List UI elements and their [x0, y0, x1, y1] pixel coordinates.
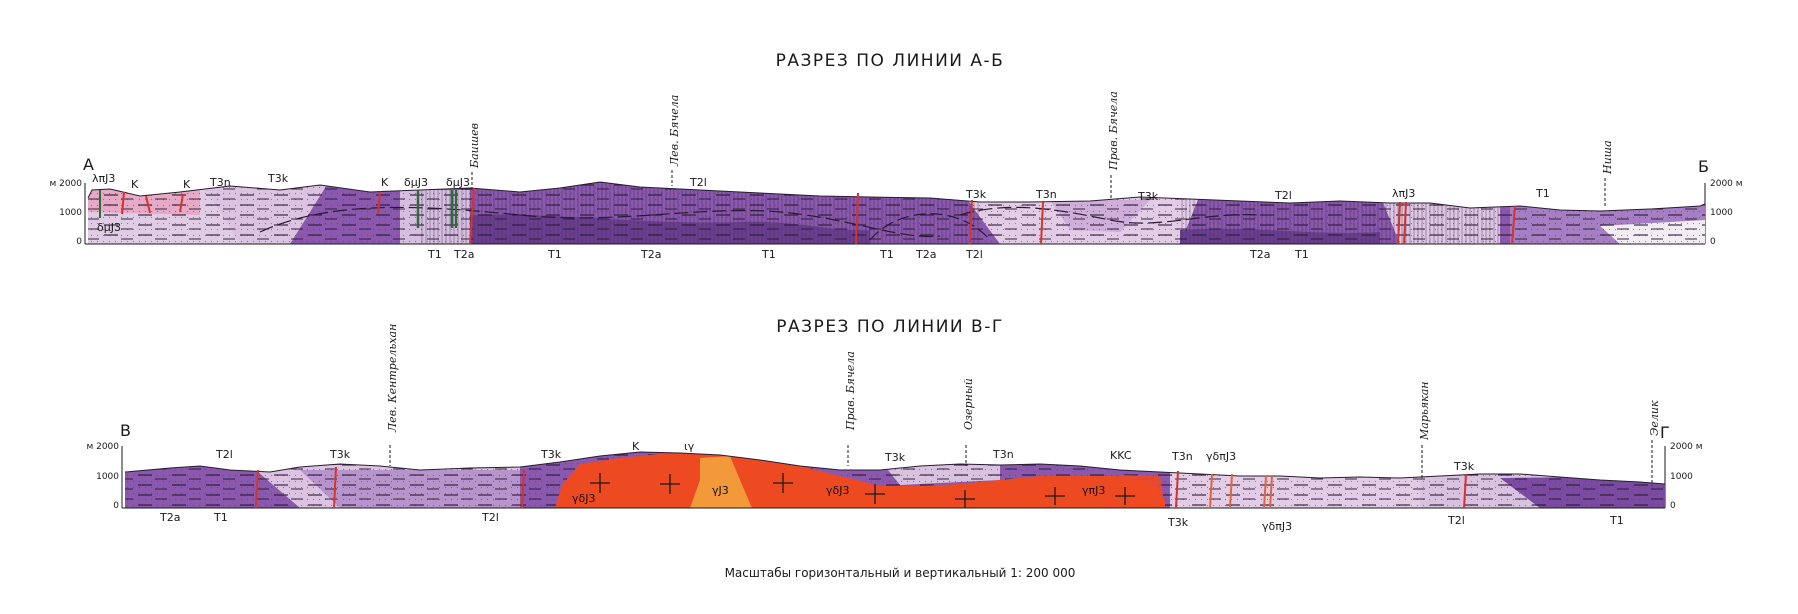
- section-vg-faults: [255, 466, 1467, 509]
- stratum-label: λπJ3: [92, 172, 115, 185]
- intrusion-label: γJ3: [712, 484, 729, 497]
- place-label-maryakan: Марьякан: [1418, 381, 1431, 441]
- section-vg-title: РАЗРЕЗ ПО ЛИНИИ В-Г: [776, 317, 1003, 337]
- stratum-label: T2l: [1447, 514, 1465, 527]
- scale-tick-label: 1000: [1710, 208, 1733, 218]
- stratum-label: T2a: [453, 248, 474, 261]
- stratum-label: T3k: [540, 448, 562, 461]
- stratum-label: T2l: [215, 448, 233, 461]
- scale-tick-label: 0: [1670, 501, 1676, 511]
- stratum-label: T1: [761, 248, 776, 261]
- scale-tick-label: 2000 м: [1710, 179, 1743, 189]
- section-vg-top-labels: T2l T3k T3k K ιγ T3k T3n KKC T3n γδπJ3 T…: [215, 440, 1475, 473]
- place-label-lev-kentrelhan: Лев. Кентрельхан: [386, 324, 399, 433]
- scale-tick-label: 1000: [1670, 472, 1693, 482]
- scale-tick-label: 0: [113, 501, 119, 511]
- section-ab-surface: [87, 181, 1706, 212]
- section-ab-place-markers: [471, 170, 1606, 208]
- intrusion-label: γδJ3: [826, 484, 849, 497]
- stratum-label: KKC: [1110, 449, 1132, 462]
- section-ab-faults: [99, 187, 1516, 245]
- stratum-label: T3n: [1035, 188, 1057, 201]
- intrusion-label: γπJ3: [1082, 484, 1105, 497]
- section-ab-strata: [88, 182, 1705, 244]
- section-vg-bottom-labels: T2a T1 T2l T3k γδπJ3 T2l T1: [159, 511, 1624, 533]
- stratum-label: λπJ3: [1392, 187, 1415, 200]
- section-vg-end-label: Г: [1660, 423, 1670, 442]
- section-vg-place-markers: [389, 440, 1653, 486]
- stratum-label: T1: [879, 248, 894, 261]
- stratum-label: K: [183, 178, 191, 191]
- stratum-label: γδπJ3: [1206, 450, 1236, 463]
- stratum-label: K: [381, 176, 389, 189]
- scale-tick-label: 2000 м: [1670, 442, 1703, 452]
- stratum-label: T3n: [992, 448, 1014, 461]
- section-vg-left-scale: м 2000 1000 0: [86, 442, 123, 511]
- scale-note: Масштабы горизонтальный и вертикальный 1…: [725, 566, 1076, 580]
- stratum-label: T3k: [1137, 190, 1159, 203]
- stratum-label: γδπJ3: [1262, 520, 1292, 533]
- stratum-label: K: [632, 440, 640, 453]
- stratum-label: T2a: [1249, 248, 1270, 261]
- section-ab-bottom-labels: T1 T2a T1 T2a T1 T1 T2a T2l T2a T1: [427, 248, 1309, 261]
- section-ab-right-scale: 2000 м 1000 0: [1704, 179, 1743, 247]
- stratum-label: T2a: [640, 248, 661, 261]
- stratum-label: T3k: [329, 448, 351, 461]
- stratum-label: δμJ3: [446, 176, 470, 189]
- stratum-label: T3k: [267, 172, 289, 185]
- stratum-label: T2l: [689, 176, 707, 189]
- intrusion-cross-marks: [590, 473, 1135, 508]
- stratum-label: T2l: [481, 511, 499, 524]
- scale-tick-label: м 2000: [49, 179, 82, 189]
- intrusion-label: γδJ3: [572, 492, 595, 505]
- stratum-label: T1: [547, 248, 562, 261]
- stratum-label: T1: [213, 511, 228, 524]
- stratum-label: T3k: [1453, 460, 1475, 473]
- section-ab-start-label: А: [83, 155, 94, 174]
- stratum-label: T3k: [965, 188, 987, 201]
- intrusion-labels: γδJ3 γJ3 γδJ3 γπJ3: [572, 484, 1105, 505]
- scale-tick-label: 1000: [59, 208, 82, 218]
- section-vg-start-label: В: [120, 421, 131, 440]
- stratum-label: T1: [1535, 187, 1550, 200]
- stratum-label: T2a: [159, 511, 180, 524]
- stratum-label: T2a: [915, 248, 936, 261]
- scale-tick-label: 0: [1710, 237, 1716, 247]
- place-label-lev-byachela: Лев. Бячела: [668, 95, 681, 167]
- stratum-label: T1: [1294, 248, 1309, 261]
- stratum-label: ιγ: [684, 440, 695, 453]
- place-label-nisha: Ниша: [1601, 140, 1614, 175]
- scale-tick-label: 0: [76, 237, 82, 247]
- stratum-label: T3k: [884, 451, 906, 464]
- stratum-label: δμJ3: [404, 176, 428, 189]
- section-ab-top-labels: λπJ3 K K T3n T3k K δμJ3 δμJ3 T2l T3k T3n…: [92, 172, 1550, 203]
- stratum-label: T2l: [1274, 189, 1292, 202]
- stratum-label: T3n: [1171, 450, 1193, 463]
- section-ab-end-label: Б: [1698, 157, 1709, 176]
- place-label-baishev: Баишев: [468, 123, 481, 169]
- stratum-label: δμJ3: [97, 221, 121, 234]
- place-label-prav-byachela: Прав. Бячела: [1107, 91, 1120, 171]
- section-vg-surface: [124, 451, 1666, 485]
- section-ab-left-scale: м 2000 1000 0: [49, 179, 86, 247]
- stratum-label: T1: [1609, 514, 1624, 527]
- section-vg-right-scale: 2000 м 1000 0: [1664, 442, 1703, 511]
- stratum-label: T1: [427, 248, 442, 261]
- stratum-label: T2l: [965, 248, 983, 261]
- stratum-label: T3n: [209, 176, 231, 189]
- scale-tick-label: 1000: [96, 472, 119, 482]
- stratum-label: T3k: [1167, 516, 1189, 529]
- section-ab-title: РАЗРЕЗ ПО ЛИНИИ А-Б: [776, 51, 1005, 71]
- place-label-ozerny: Озерный: [962, 378, 975, 430]
- place-label-prav-byachela: Прав. Бячела: [844, 351, 857, 431]
- stratum-label: K: [131, 178, 139, 191]
- place-label-eelik: Эелик: [1648, 400, 1661, 436]
- scale-tick-label: м 2000: [86, 442, 119, 452]
